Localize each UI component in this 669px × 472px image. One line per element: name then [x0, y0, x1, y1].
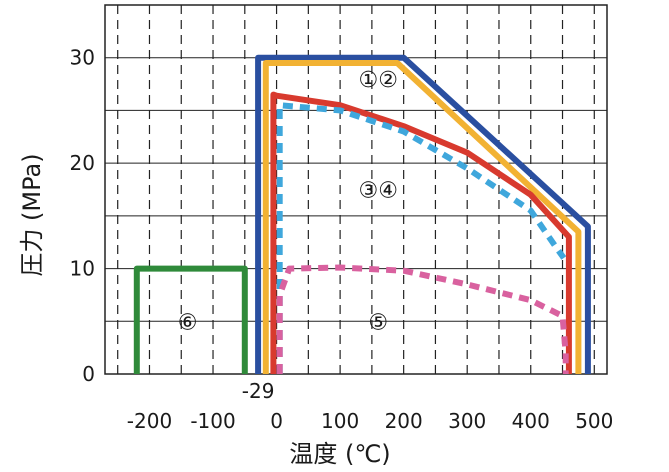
y-tick-label: 0 — [82, 362, 95, 386]
series-lines — [133, 54, 591, 374]
y-axis-title: 圧力 (MPa) — [18, 153, 46, 276]
region-label: ⑤ — [368, 310, 388, 335]
plot-frame — [104, 4, 608, 375]
x-tick-label: 100 — [321, 409, 359, 433]
x-tick-label-special: -29 — [242, 379, 275, 403]
series-line-6 — [133, 265, 248, 374]
series-line-1 — [255, 54, 591, 374]
grid — [104, 4, 608, 375]
y-tick-label: 30 — [70, 46, 95, 70]
series-line-5 — [276, 264, 569, 374]
y-tick-label: 20 — [70, 151, 95, 175]
region-label: ⑥ — [178, 310, 198, 335]
region-label: ①② — [359, 68, 398, 93]
series-line-2 — [262, 60, 582, 374]
y-tick-label: 10 — [70, 257, 95, 281]
series-line-4 — [276, 102, 567, 374]
x-tick-label: 500 — [575, 409, 613, 433]
x-tick-label: 200 — [385, 409, 423, 433]
x-axis-title: 温度 (℃) — [289, 440, 390, 468]
x-tick-label: 300 — [448, 409, 486, 433]
region-labels: ①② ③④ ⑤ ⑥ — [178, 68, 398, 335]
region-label: ③④ — [359, 179, 398, 204]
x-tick-label: 0 — [270, 409, 283, 433]
x-tick-label: 400 — [512, 409, 550, 433]
series-line-3 — [270, 91, 572, 374]
x-tick-label: -200 — [127, 409, 172, 433]
x-tick-label: -100 — [190, 409, 235, 433]
tick-labels: 0 10 20 30 -200 -100 0 100 200 300 400 500 -29 — [70, 46, 614, 433]
